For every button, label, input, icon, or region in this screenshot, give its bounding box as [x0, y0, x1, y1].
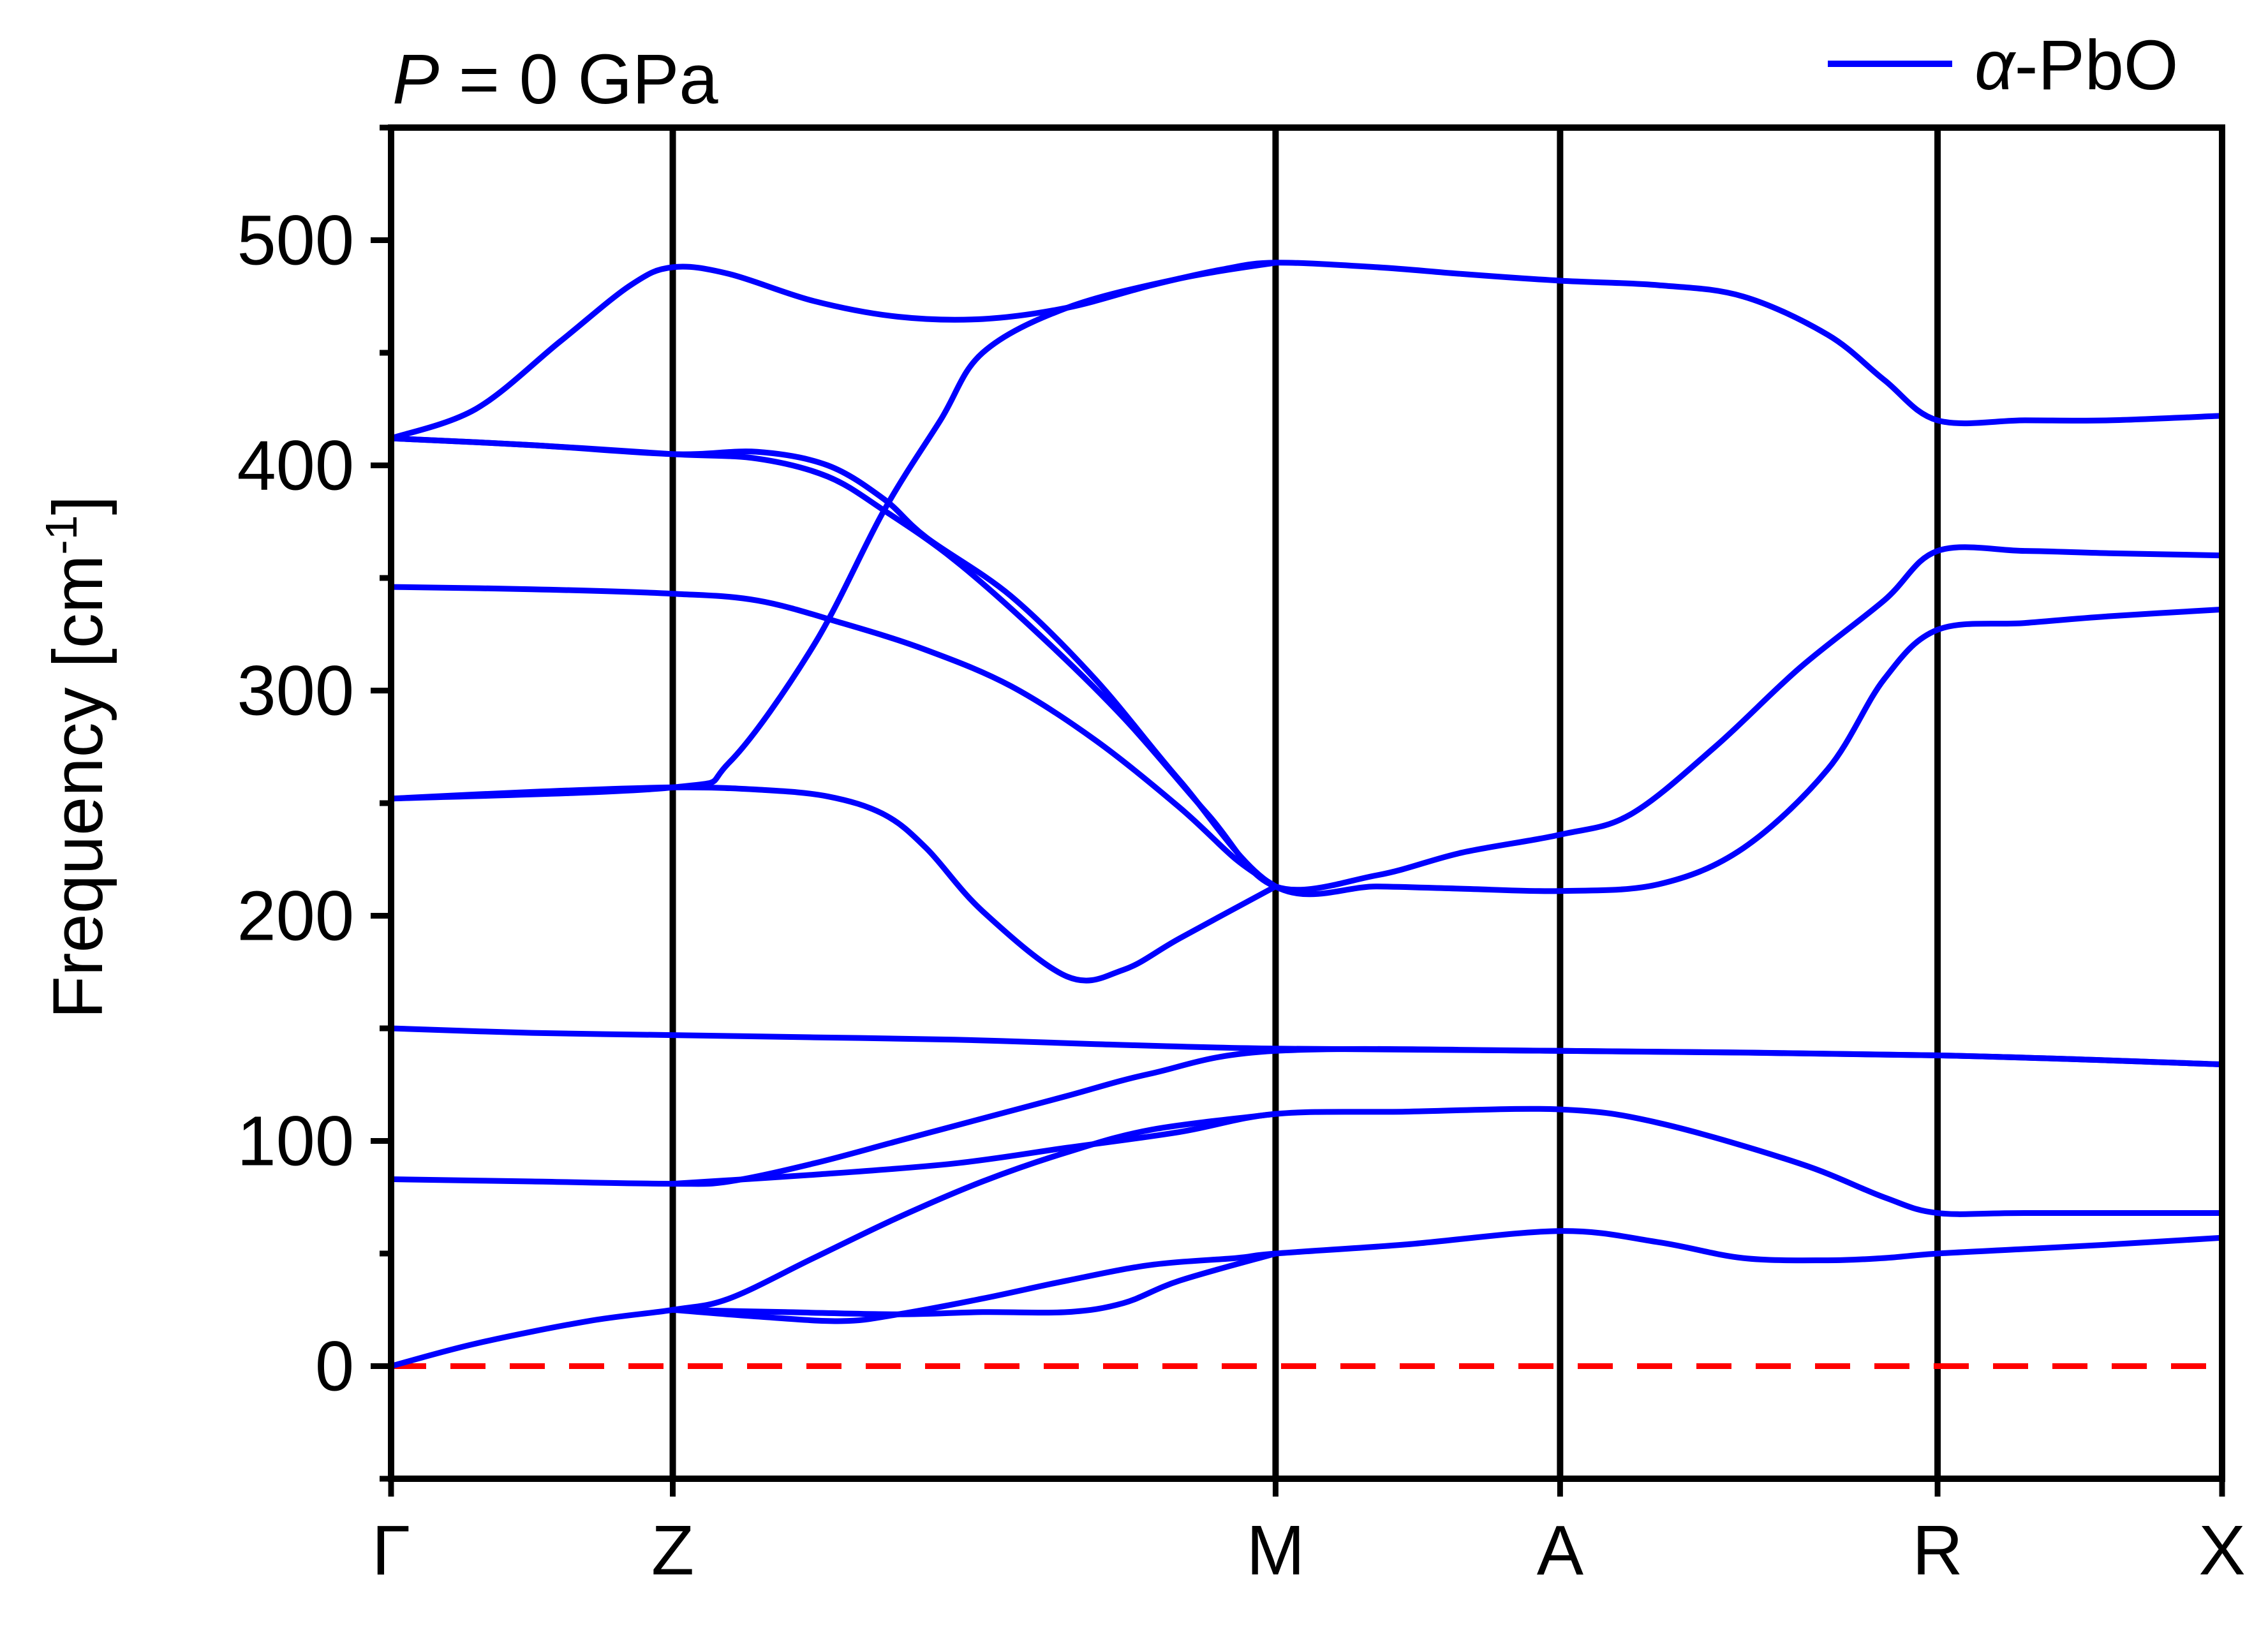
legend-rest: -PbO	[2015, 26, 2179, 105]
band-7	[388, 1025, 2225, 1067]
y-tick-label: 300	[237, 652, 354, 730]
pressure-annotation: P = 0 GPa	[392, 40, 718, 119]
pressure-symbol: P	[392, 40, 439, 119]
plot-frame	[388, 124, 2225, 1482]
x-tick-label: M	[1247, 1511, 1305, 1590]
band-5	[388, 784, 1279, 984]
band-8	[388, 1046, 2225, 1187]
x-tick-label: R	[1912, 1511, 1962, 1590]
y-tick-label: 200	[237, 877, 354, 956]
y-tick-label: 100	[237, 1102, 354, 1181]
band-10	[388, 1111, 1279, 1369]
band-1	[388, 260, 2225, 441]
x-tick-label: A	[1537, 1511, 1584, 1590]
band-11	[670, 1228, 2225, 1324]
y-tick-label: 0	[315, 1328, 354, 1406]
phonon-bands	[388, 260, 2225, 1369]
y-axis-ticks: 0 100 200 300 400 500	[237, 124, 391, 1482]
legend-entry-label: α-PbO	[1975, 26, 2178, 105]
band-3	[388, 435, 2225, 893]
y-tick-label: 400	[237, 427, 354, 505]
y-tick-label: 500	[237, 202, 354, 280]
x-tick-label: X	[2198, 1511, 2245, 1590]
y-axis-label: Frequency [cm-1]	[36, 496, 117, 1019]
x-tick-label: Γ	[372, 1511, 411, 1590]
band-9	[670, 1106, 2225, 1217]
band-6	[388, 260, 1279, 802]
y-axis-label-main: Frequency [cm	[39, 555, 117, 1019]
band-2	[388, 435, 2225, 898]
pressure-value: = 0 GPa	[439, 40, 718, 119]
band-4	[388, 584, 1279, 890]
x-tick-label: Z	[651, 1511, 694, 1590]
y-axis-label-superscript: -1	[36, 515, 86, 554]
band-12	[670, 1250, 1279, 1317]
y-axis-label-close: ]	[39, 496, 117, 515]
legend: α-PbO	[1828, 26, 2178, 105]
legend-greek: α	[1975, 26, 2017, 105]
